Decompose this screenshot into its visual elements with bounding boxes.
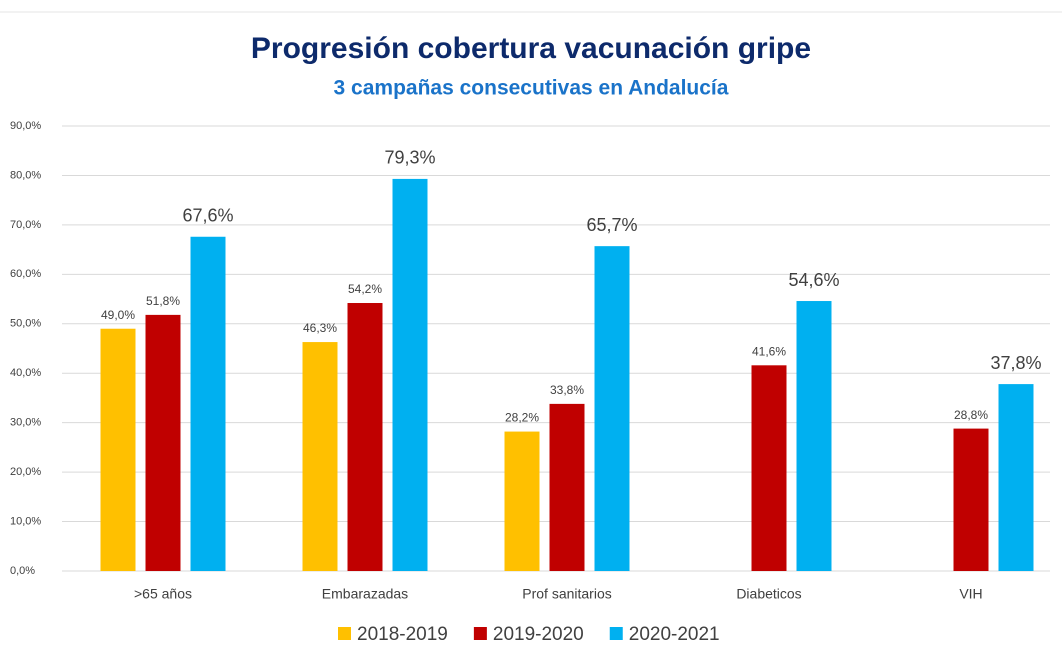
legend-label: 2019-2020 <box>493 624 584 645</box>
legend-label: 2018-2019 <box>357 624 448 645</box>
x-tick-label: >65 años <box>134 586 192 602</box>
bar <box>100 328 136 571</box>
bar <box>347 303 383 571</box>
x-tick-label: Diabeticos <box>736 586 801 602</box>
y-tick-label: 30,0% <box>10 417 41 429</box>
bar <box>145 314 181 571</box>
legend-label: 2020-2021 <box>629 624 720 645</box>
y-tick-label: 50,0% <box>10 318 41 330</box>
value-label: 54,6% <box>788 270 839 290</box>
bar <box>998 384 1034 571</box>
bar <box>190 236 226 571</box>
bar <box>953 428 989 571</box>
bar <box>549 403 585 571</box>
y-tick-label: 20,0% <box>10 466 41 478</box>
bar <box>594 246 630 571</box>
y-tick-label: 0,0% <box>10 565 35 577</box>
chart-subtitle: 3 campañas consecutivas en Andalucía <box>334 77 729 100</box>
value-label: 41,6% <box>752 344 786 358</box>
value-label: 67,6% <box>182 206 233 226</box>
value-label: 33,8% <box>550 383 584 397</box>
legend-swatch <box>473 627 487 640</box>
legend-swatch <box>609 627 623 640</box>
x-tick-label: VIH <box>959 586 982 602</box>
value-label: 51,8% <box>146 294 180 308</box>
value-label: 46,3% <box>303 321 337 335</box>
legend-swatch <box>338 627 351 640</box>
y-tick-label: 70,0% <box>10 219 41 231</box>
bar <box>392 178 428 571</box>
value-label: 54,2% <box>348 282 382 296</box>
value-label: 28,8% <box>954 408 988 422</box>
value-label: 65,7% <box>586 215 637 235</box>
x-tick-label: Prof sanitarios <box>522 586 611 602</box>
y-tick-label: 90,0% <box>10 120 41 132</box>
bar <box>504 431 540 571</box>
y-tick-label: 80,0% <box>10 169 41 181</box>
value-label: 37,8% <box>990 353 1041 373</box>
chart-title: Progresión cobertura vacunación gripe <box>251 32 811 65</box>
bar <box>751 365 787 571</box>
y-tick-label: 60,0% <box>10 268 41 280</box>
value-label: 28,2% <box>505 411 539 425</box>
y-tick-label: 10,0% <box>10 515 41 527</box>
value-label: 49,0% <box>101 308 135 322</box>
bar <box>302 342 338 571</box>
x-tick-label: Embarazadas <box>322 586 408 602</box>
y-tick-label: 40,0% <box>10 367 41 379</box>
value-label: 79,3% <box>384 148 435 168</box>
bar <box>796 301 832 571</box>
